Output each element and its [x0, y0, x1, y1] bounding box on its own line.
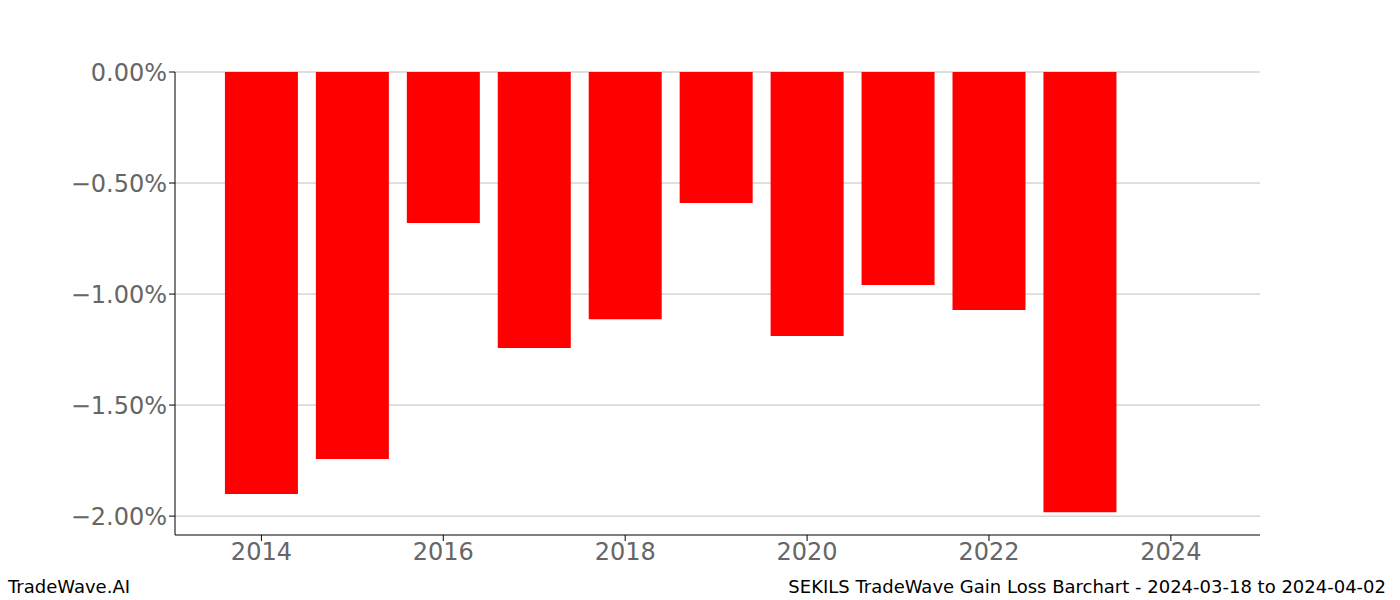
svg-text:−1.50%: −1.50% — [71, 392, 167, 420]
svg-text:2016: 2016 — [413, 538, 474, 566]
svg-text:2018: 2018 — [595, 538, 656, 566]
svg-text:0.00%: 0.00% — [91, 59, 167, 87]
svg-text:2022: 2022 — [958, 538, 1019, 566]
svg-text:−2.00%: −2.00% — [71, 503, 167, 531]
svg-text:2024: 2024 — [1140, 538, 1201, 566]
svg-text:2014: 2014 — [231, 538, 292, 566]
html-text:SEKILS TradeWave Gain Loss Bar: SEKILS TradeWave Gain Loss Barchart - 20… — [788, 576, 1386, 597]
svg-text:−0.50%: −0.50% — [71, 170, 167, 198]
html-text:TradeWave.AI: TradeWave.AI — [8, 576, 130, 597]
svg-text:−1.00%: −1.00% — [71, 281, 167, 309]
svg-text:2020: 2020 — [777, 538, 838, 566]
